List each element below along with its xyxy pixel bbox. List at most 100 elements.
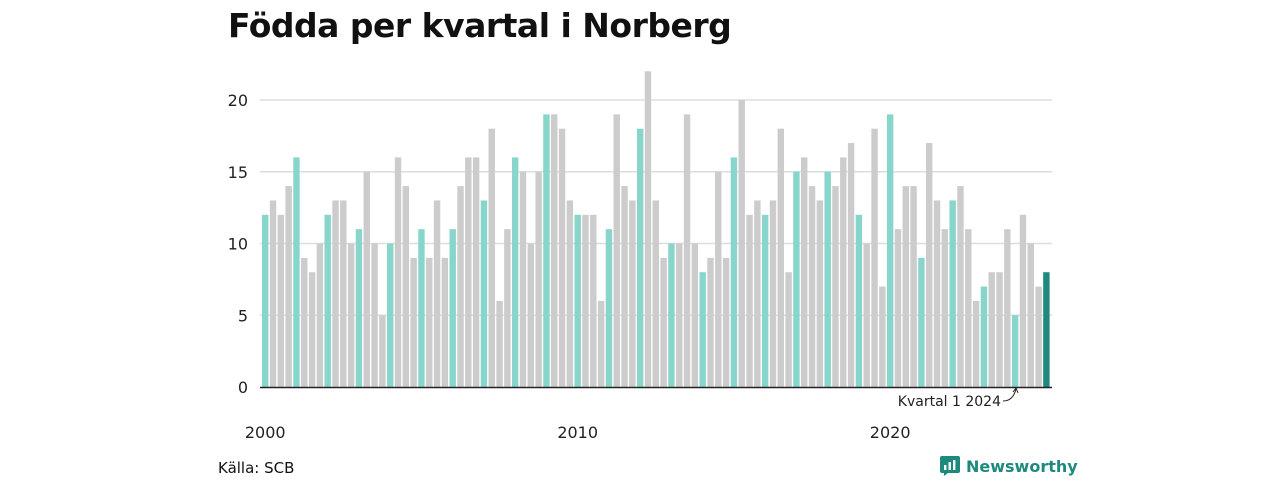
bar — [902, 186, 909, 387]
bar — [410, 257, 417, 387]
bar — [535, 171, 542, 387]
bar — [449, 229, 456, 387]
bar — [683, 114, 691, 387]
bar — [363, 171, 370, 387]
bar — [621, 186, 628, 387]
bar — [347, 243, 355, 387]
bar — [582, 214, 589, 387]
bar — [722, 257, 730, 387]
bar — [972, 300, 980, 387]
bar — [699, 272, 706, 387]
bar — [558, 128, 566, 387]
bar — [262, 214, 269, 387]
bar — [301, 257, 308, 387]
bar — [386, 243, 394, 387]
bar — [949, 200, 956, 387]
y-tick-label: 5 — [238, 306, 248, 325]
bar — [863, 243, 870, 387]
brand-name: Newsworthy — [966, 456, 1078, 476]
bar — [285, 186, 292, 387]
bar — [1011, 315, 1019, 387]
bar — [269, 200, 277, 387]
bar — [847, 143, 855, 387]
bar — [644, 71, 652, 388]
bar — [941, 229, 949, 387]
bar — [629, 200, 636, 387]
bar — [308, 272, 316, 387]
bar — [293, 157, 300, 387]
bar — [277, 214, 285, 387]
bar — [746, 214, 753, 387]
bar — [574, 214, 581, 387]
brand-logo: Newsworthy — [940, 456, 1078, 476]
annotation-arrowhead — [1012, 386, 1019, 394]
bar — [472, 157, 480, 387]
bar — [402, 186, 410, 387]
bar — [996, 272, 1003, 387]
bar — [894, 229, 902, 387]
bar — [1019, 214, 1027, 387]
bar — [1035, 286, 1042, 387]
bar — [316, 243, 324, 387]
bar — [926, 143, 933, 387]
bar — [605, 229, 613, 387]
bar — [660, 257, 667, 387]
y-tick-label: 15 — [228, 163, 248, 182]
bar — [480, 200, 488, 387]
bar — [769, 200, 777, 387]
bar — [879, 286, 886, 387]
bar — [496, 300, 503, 387]
bar — [840, 157, 847, 387]
annotation-arrow — [1002, 388, 1017, 402]
bar — [676, 243, 683, 387]
bar — [355, 229, 363, 387]
bar — [441, 257, 449, 387]
bar — [433, 200, 441, 387]
bar — [754, 200, 761, 387]
bar — [980, 286, 988, 387]
bar — [597, 300, 605, 387]
bar — [808, 186, 816, 387]
bar — [511, 157, 519, 387]
bar — [379, 315, 386, 387]
bar — [324, 214, 331, 387]
bar — [785, 272, 792, 387]
bar — [527, 243, 535, 387]
bar — [957, 186, 964, 387]
bar — [504, 229, 511, 387]
bar — [910, 186, 917, 387]
bar — [738, 100, 745, 387]
bar — [816, 200, 824, 387]
bar — [426, 257, 433, 387]
bar — [707, 257, 714, 387]
bar — [988, 272, 995, 387]
bar — [855, 214, 863, 387]
bar — [519, 171, 527, 387]
newsworthy-logo-icon — [940, 456, 960, 476]
bar — [933, 200, 941, 387]
x-tick-label: 2000 — [245, 423, 286, 442]
bar — [418, 229, 425, 387]
bar — [691, 243, 699, 387]
bar — [761, 214, 769, 387]
annotation-label: Kvartal 1 2024 — [898, 394, 1001, 410]
bar — [1027, 243, 1034, 387]
bar — [730, 157, 738, 387]
y-tick-label: 10 — [228, 235, 248, 254]
bar — [715, 171, 722, 387]
bar — [566, 200, 574, 387]
bar — [488, 128, 495, 387]
source-label: Källa: SCB — [218, 459, 295, 477]
bar — [613, 114, 620, 387]
y-tick-label: 0 — [238, 378, 248, 397]
bar — [886, 114, 894, 387]
bar — [465, 157, 472, 387]
bar — [551, 114, 558, 387]
bar — [668, 243, 675, 387]
bar — [332, 200, 339, 387]
bar — [793, 171, 800, 387]
bar — [965, 229, 972, 387]
bar — [832, 186, 839, 387]
bar — [590, 214, 597, 387]
